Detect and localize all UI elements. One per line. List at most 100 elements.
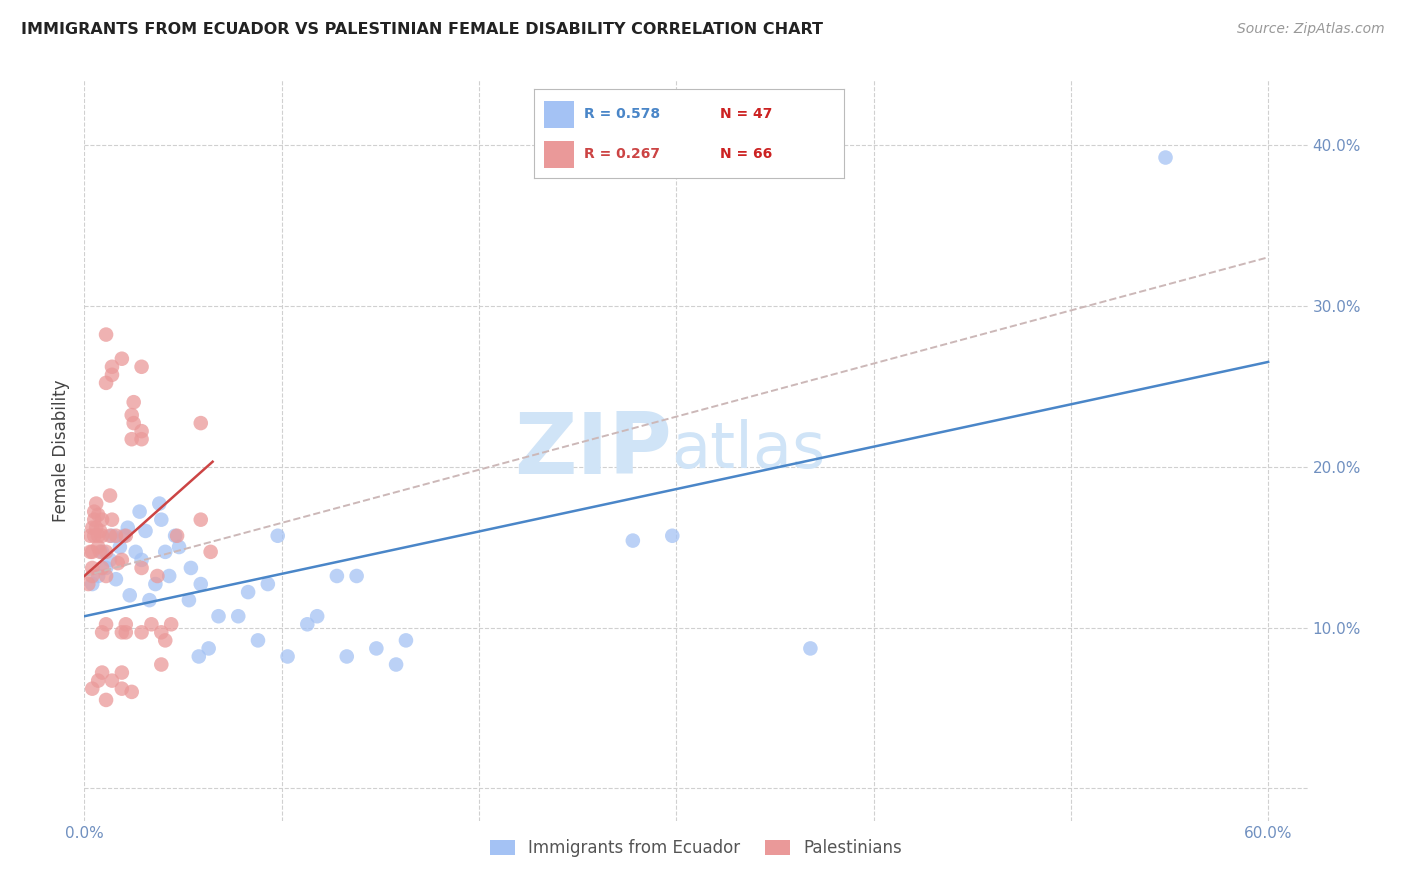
Point [395,633,418,648]
Point [190,416,212,430]
Point [94,569,117,583]
FancyBboxPatch shape [544,101,575,128]
Point [326,569,349,583]
Point [121,432,143,446]
Point [131,424,153,438]
Point [94,617,117,632]
Point [236,585,259,599]
Point [131,625,153,640]
Point [84,497,107,511]
Point [83,529,105,543]
Point [82,521,104,535]
Point [190,577,212,591]
Point [307,609,329,624]
Point [82,569,104,583]
Point [89,524,111,538]
Point [79,529,101,543]
Point [83,505,105,519]
Point [124,545,146,559]
Point [101,513,124,527]
Point [98,553,121,567]
Point [385,657,408,672]
Text: IMMIGRANTS FROM ECUADOR VS PALESTINIAN FEMALE DISABILITY CORRELATION CHART: IMMIGRANTS FROM ECUADOR VS PALESTINIAN F… [21,22,823,37]
Point [112,529,135,543]
Point [111,553,134,567]
Point [131,432,153,446]
Point [207,609,229,624]
Point [131,561,153,575]
Point [114,617,136,632]
Point [197,641,219,656]
Point [1154,151,1177,165]
Point [155,545,177,559]
FancyBboxPatch shape [544,141,575,168]
Point [87,673,110,688]
Point [336,649,359,664]
Point [155,633,177,648]
Point [111,351,134,366]
Point [104,572,127,586]
Point [187,649,209,664]
Point [141,617,163,632]
Point [111,665,134,680]
Point [661,529,683,543]
Point [267,529,290,543]
Text: ZIP: ZIP [513,409,672,492]
Point [346,569,368,583]
Point [87,508,110,522]
Point [94,376,117,390]
Point [77,577,100,591]
Point [177,593,200,607]
Point [101,359,124,374]
Point [84,521,107,535]
Point [94,561,117,575]
Text: Source: ZipAtlas.com: Source: ZipAtlas.com [1237,22,1385,37]
Point [94,693,117,707]
Point [104,529,127,543]
Point [101,529,124,543]
Point [117,521,139,535]
Point [145,577,167,591]
Point [114,529,136,543]
Point [128,505,150,519]
Point [101,673,124,688]
Text: atlas: atlas [672,419,825,482]
Point [138,593,160,607]
Y-axis label: Female Disability: Female Disability [52,379,70,522]
Point [89,545,111,559]
Point [165,529,187,543]
Point [108,540,131,554]
Point [131,553,153,567]
Point [277,649,299,664]
Point [114,625,136,640]
Point [297,617,319,632]
Text: N = 66: N = 66 [720,147,772,161]
Point [83,513,105,527]
Point [91,665,114,680]
Point [91,529,114,543]
Point [82,561,104,575]
Point [79,545,101,559]
Point [94,327,117,342]
Point [190,513,212,527]
Point [167,540,190,554]
Point [157,569,180,583]
Point [98,489,121,503]
Point [121,408,143,422]
Point [111,625,134,640]
Point [94,545,117,559]
Point [257,577,280,591]
Point [91,625,114,640]
Point [122,416,145,430]
Point [82,681,104,696]
Point [150,513,173,527]
Point [118,588,141,602]
Point [148,497,170,511]
Point [91,513,114,527]
Point [131,359,153,374]
Point [621,533,644,548]
Point [87,569,110,583]
Point [366,641,388,656]
Point [87,540,110,554]
Point [150,625,173,640]
